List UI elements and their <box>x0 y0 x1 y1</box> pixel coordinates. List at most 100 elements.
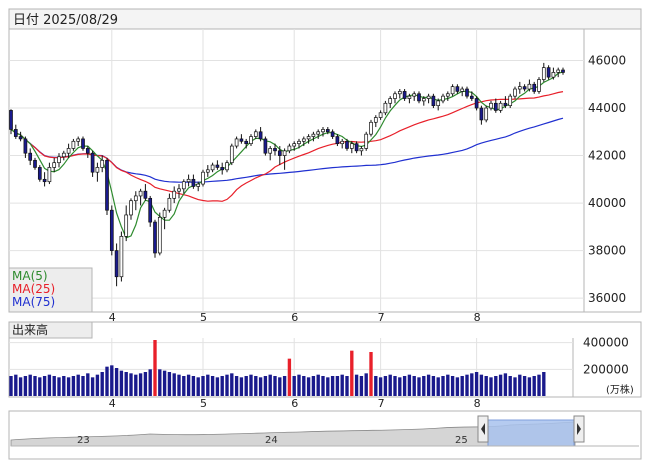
volume-bar <box>311 376 316 396</box>
candle-body <box>445 93 450 97</box>
volume-bar <box>330 376 335 396</box>
candle-body <box>220 167 225 171</box>
candle-body <box>47 167 52 183</box>
candle-body <box>378 112 383 118</box>
candle-body <box>546 67 551 78</box>
volume-bar <box>522 376 527 396</box>
month-labels-price: 4 5 6 7 8 <box>109 311 481 324</box>
ma25-line <box>10 91 564 202</box>
volume-bar <box>234 376 239 396</box>
candle-body <box>253 131 258 137</box>
candle-body <box>484 107 489 121</box>
volume-bar <box>513 377 517 396</box>
candle-body <box>90 152 95 173</box>
candle-body <box>383 102 388 114</box>
candle-body <box>225 162 229 171</box>
navigator-selection[interactable] <box>487 419 575 447</box>
volume-bar <box>191 376 196 396</box>
volume-bar <box>326 377 330 396</box>
volume-bar <box>278 377 282 396</box>
candle-body <box>441 95 445 102</box>
candle-body <box>316 131 321 135</box>
candle-body <box>76 138 81 142</box>
candle-body <box>335 136 340 145</box>
candle-body <box>407 95 412 99</box>
candle-body <box>133 195 138 202</box>
candle-body <box>522 86 527 90</box>
volume-bar <box>42 376 47 396</box>
candle-body <box>23 138 28 154</box>
candle-body <box>556 69 561 73</box>
candle-body <box>172 190 177 199</box>
volume-bar <box>105 366 109 396</box>
volume-bar <box>119 370 124 396</box>
volume-bar <box>450 376 455 396</box>
volume-bar <box>364 373 368 396</box>
candle-body <box>234 138 239 147</box>
volume-bar <box>230 373 234 396</box>
candle-body <box>292 143 297 147</box>
candle-body <box>493 102 498 111</box>
month-label: 6 <box>291 397 298 410</box>
candlesticks <box>9 62 565 287</box>
volume-bar <box>249 374 253 396</box>
month-label: 7 <box>378 397 385 410</box>
volume-bar <box>470 373 474 396</box>
candle-body <box>66 148 71 154</box>
month-label: 4 <box>109 311 116 324</box>
candle-body <box>138 190 143 197</box>
volume-bar <box>76 374 80 396</box>
candle-body <box>503 102 508 107</box>
volume-bar <box>503 373 508 396</box>
candle-body <box>561 69 565 73</box>
volume-bar <box>110 365 114 396</box>
candle-body <box>436 100 441 107</box>
month-label: 4 <box>109 397 116 410</box>
volume-bar <box>345 376 349 396</box>
candle-body <box>460 88 465 92</box>
volume-bar <box>81 376 85 396</box>
volume-bar <box>206 374 210 396</box>
candle-body <box>517 86 522 90</box>
candle-body <box>42 178 47 183</box>
candle-body <box>37 167 42 180</box>
price-y-tick: 36000 <box>588 291 626 305</box>
legend-ma75: MA(75) <box>12 295 55 309</box>
volume-bar <box>263 376 268 396</box>
candle-body <box>450 86 455 95</box>
volume-bar <box>292 376 296 396</box>
legend-ma5: MA(5) <box>12 269 48 283</box>
volume-bar <box>215 377 220 396</box>
volume-bar <box>62 376 66 396</box>
candle-body <box>268 148 273 154</box>
volume-bar <box>484 376 488 396</box>
candle-body <box>388 98 393 104</box>
candle-body <box>100 159 105 168</box>
volume-bar <box>465 374 469 396</box>
volume-bar <box>436 377 440 396</box>
candle-body <box>52 162 57 168</box>
candle-body <box>18 136 23 140</box>
volume-bar <box>532 376 536 396</box>
volume-bar <box>23 376 28 396</box>
price-y-tick: 42000 <box>588 149 626 163</box>
candle-body <box>148 197 153 223</box>
volume-bar <box>182 376 186 396</box>
candle-body <box>364 133 369 149</box>
volume-bar <box>57 377 61 396</box>
volume-bar <box>138 373 143 396</box>
volume-bar <box>153 340 157 396</box>
legend-ma25: MA(25) <box>12 282 55 296</box>
volume-y-tick: 200000 <box>583 362 629 376</box>
volume-bar <box>426 374 431 396</box>
candle-body <box>354 143 359 152</box>
volume-bar <box>71 376 76 396</box>
volume-bars <box>9 340 546 396</box>
volume-bar <box>508 376 512 396</box>
volume-bar <box>100 372 104 396</box>
month-label: 6 <box>291 311 298 324</box>
candle-body <box>330 131 335 137</box>
candle-body <box>349 143 354 149</box>
volume-bar <box>90 377 95 396</box>
volume-bar <box>460 376 464 396</box>
